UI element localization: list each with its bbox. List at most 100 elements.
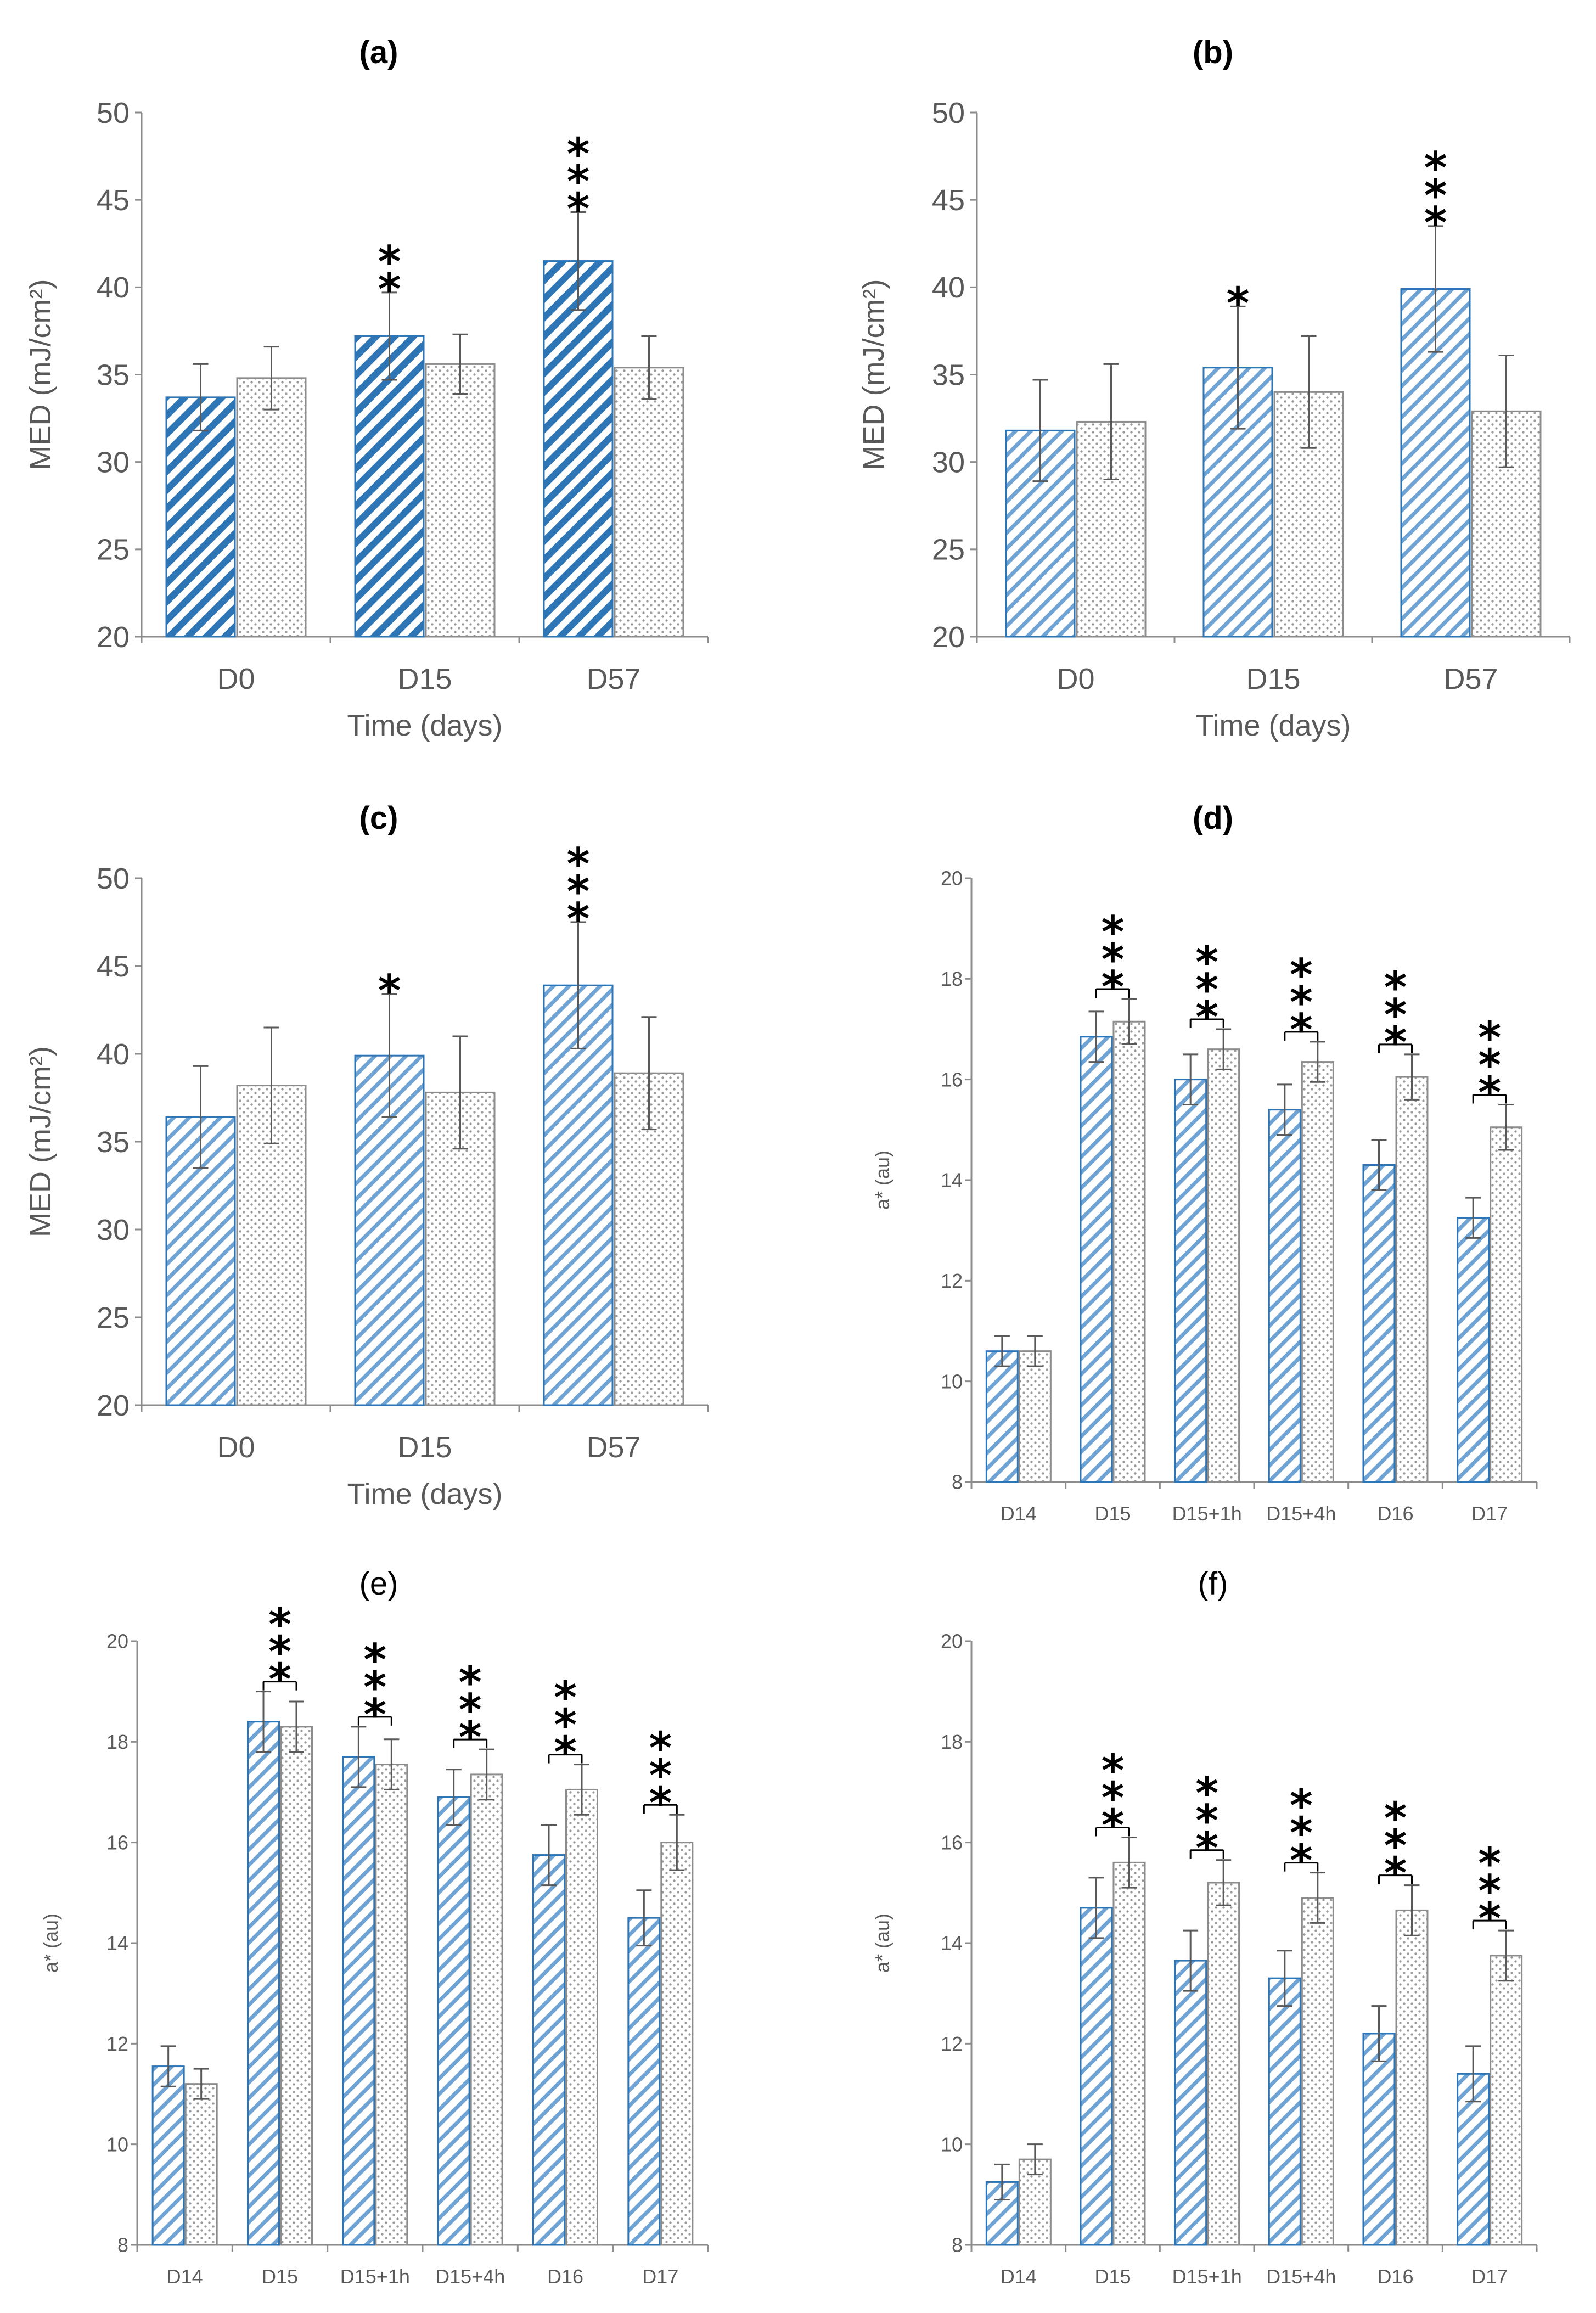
bar-a-s1-D0 <box>165 396 236 638</box>
error-bar-e-s2-D14 <box>193 2068 209 2100</box>
significance-stars: * * * <box>1102 1745 1125 1851</box>
error-bar-a-s1-D15 <box>381 291 397 381</box>
bar-d-s2-D14 <box>1018 1350 1052 1483</box>
bar-f-s2-D17 <box>1490 1955 1523 2246</box>
bar-d-s1-D16 <box>1362 1164 1396 1483</box>
error-bar-b-s1-D57 <box>1428 225 1443 353</box>
x-tick-label: D15+1h <box>1172 2265 1242 2288</box>
x-tick-label: D15+1h <box>340 2265 410 2288</box>
error-bar-f-s1-D15+1h <box>1183 1929 1199 1992</box>
significance-stars: * * * <box>1102 907 1125 1013</box>
significance-markers: *************** <box>262 1599 678 1828</box>
significance-stars: * * * <box>1384 1793 1407 1899</box>
y-axis-ticks: 8 10 12 14 16 18 20 <box>941 1630 971 2256</box>
y-tick-label: 25 <box>97 1301 130 1334</box>
x-tick-label: D17 <box>1471 1502 1508 1525</box>
star-glyph: * <box>378 237 401 288</box>
star-glyph: * <box>268 1627 291 1678</box>
y-axis-title: MED (mJ/cm²) <box>24 279 57 470</box>
y-tick-label: 35 <box>932 358 965 391</box>
y-tick-label: 16 <box>941 1831 963 1854</box>
star-glyph: * <box>1384 1821 1407 1872</box>
chart-panel-c: (c) 20 25 30 35 40 45 50 MED (mJ/cm²) Time (days)… <box>24 800 709 1511</box>
error-bar-d-s1-D15 <box>1088 1010 1104 1063</box>
bars <box>985 998 1523 1483</box>
panel-title: (f) <box>1198 1566 1228 1602</box>
x-tick-label: D17 <box>1471 2265 1508 2288</box>
x-tick-label: D57 <box>1443 663 1498 695</box>
chart-panel-e: (e) 8 10 12 14 16 18 20 a* (au) D14 D15 D15+1h D15+4… <box>40 1566 709 2288</box>
bar-d-s2-D16 <box>1395 1076 1429 1483</box>
significance-bracket <box>1095 1827 1130 1837</box>
y-tick-label: 10 <box>941 2133 963 2155</box>
star-glyph: * <box>567 866 590 917</box>
star-glyph: * <box>1227 278 1250 329</box>
star-glyph: * <box>1290 1781 1313 1832</box>
star-glyph: * <box>567 156 590 207</box>
x-tick-label: D15+4h <box>435 2265 505 2288</box>
y-tick-label: 16 <box>106 1831 128 1854</box>
error-bar-d-s1-D14 <box>994 1335 1010 1367</box>
error-bar-f-s1-D15+4h <box>1277 1950 1292 2007</box>
significance-stars: * * * <box>1424 143 1447 249</box>
error-bar-b-s1-D0 <box>1032 379 1048 482</box>
error-bar-d-s2-D15 <box>1121 998 1137 1045</box>
star-glyph: * <box>567 183 590 234</box>
error-bar-e-s1-D15+4h <box>446 1769 462 1826</box>
bar-f-s1-D15+4h <box>1268 1977 1301 2246</box>
significance-stars: * * <box>378 237 401 315</box>
star-glyph: * <box>1290 1808 1313 1859</box>
x-tick-label: D16 <box>547 2265 583 2288</box>
star-glyph: * <box>1195 964 1218 1015</box>
bar-e-s1-D15+1h <box>342 1756 375 2246</box>
x-tick-label: D17 <box>642 2265 678 2288</box>
y-tick-label: 18 <box>941 1731 963 1753</box>
x-tick-label: D15 <box>397 1431 452 1464</box>
x-tick-label: D15+4h <box>1266 1502 1336 1525</box>
error-bar-d-s1-D16 <box>1371 1139 1387 1191</box>
bar-d-s1-D14 <box>985 1350 1019 1483</box>
significance-stars: * * * <box>1290 950 1313 1056</box>
x-tick-label: D15 <box>1094 1502 1131 1525</box>
star-glyph: * <box>649 1722 672 1773</box>
y-tick-label: 30 <box>97 446 130 479</box>
bar-a-s2-D15 <box>425 363 496 638</box>
bars <box>1005 225 1542 638</box>
star-glyph: * <box>1195 937 1218 988</box>
star-glyph: * <box>1102 934 1125 985</box>
star-glyph: * <box>459 1712 482 1763</box>
significance-markers: *************** <box>1095 907 1507 1119</box>
error-bar-f-s1-D14 <box>994 2163 1010 2200</box>
error-bar-e-s2-D16 <box>574 1764 589 1816</box>
significance-stars: * <box>1227 278 1250 329</box>
y-axis-title: MED (mJ/cm²) <box>857 279 890 470</box>
x-tick-label: D15 <box>1094 2265 1131 2288</box>
star-glyph: * <box>649 1777 672 1828</box>
y-tick-label: 20 <box>106 1630 128 1653</box>
bar-d-s1-D15 <box>1080 1036 1113 1483</box>
error-bar-c-s2-D0 <box>263 1026 279 1144</box>
error-bar-e-s2-D15+1h <box>384 1738 400 1790</box>
x-tick-label: D14 <box>167 2265 203 2288</box>
y-tick-label: 45 <box>97 950 130 983</box>
significance-bracket <box>262 1681 297 1691</box>
error-bar-c-s2-D15 <box>452 1035 468 1150</box>
star-glyph: * <box>1384 1793 1407 1844</box>
bar-e-s2-D14 <box>184 2083 218 2246</box>
y-tick-label: 20 <box>97 621 130 654</box>
error-bar-e-s2-D15 <box>289 1700 304 1753</box>
error-bar-b-s1-D15 <box>1230 305 1246 430</box>
x-tick-label: D57 <box>586 1431 640 1464</box>
star-glyph: * <box>1478 1866 1501 1917</box>
y-tick-label: 25 <box>97 534 130 566</box>
significance-bracket <box>548 1754 583 1764</box>
y-tick-label: 40 <box>97 271 130 304</box>
significance-bracket <box>1189 1018 1224 1028</box>
y-axis-ticks: 8 10 12 14 16 18 20 <box>106 1630 137 2256</box>
significance-markers: ** * * <box>1227 143 1447 329</box>
y-tick-label: 14 <box>106 1932 128 1955</box>
y-tick-label: 10 <box>941 1370 963 1393</box>
y-tick-label: 30 <box>97 1214 130 1247</box>
star-glyph: * <box>1102 1800 1125 1851</box>
